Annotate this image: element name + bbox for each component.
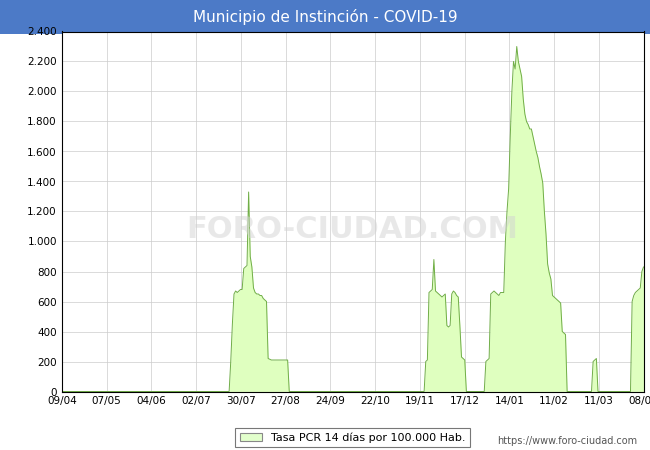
Text: Municipio de Instinción - COVID-19: Municipio de Instinción - COVID-19 <box>192 9 458 25</box>
Text: FORO-CIUDAD.COM: FORO-CIUDAD.COM <box>187 215 519 244</box>
Text: https://www.foro-ciudad.com: https://www.foro-ciudad.com <box>497 436 637 446</box>
Legend: Tasa PCR 14 días por 100.000 Hab.: Tasa PCR 14 días por 100.000 Hab. <box>235 428 470 447</box>
